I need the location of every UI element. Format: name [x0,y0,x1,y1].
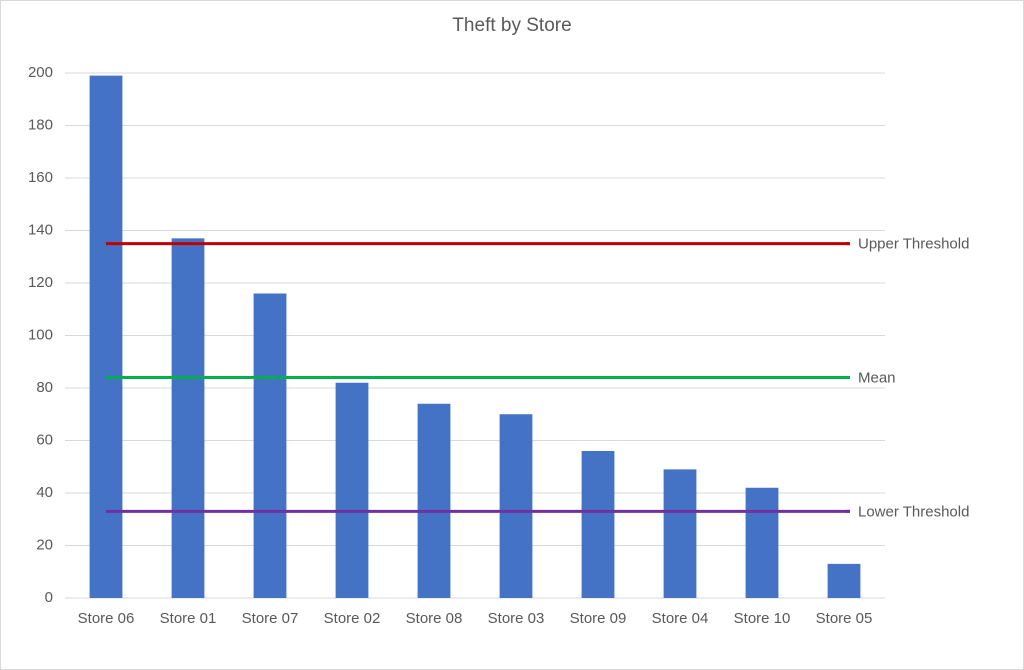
reference-label: Lower Threshold [858,503,969,520]
y-tick-label: 140 [28,221,53,238]
bar [171,238,205,598]
bar [827,563,861,598]
y-tick-label: 80 [36,379,53,396]
x-tick-label: Store 05 [816,610,873,627]
reference-label: Upper Threshold [858,236,969,253]
x-tick-label: Store 09 [570,610,627,627]
y-tick-label: 40 [36,484,53,501]
y-tick-label: 200 [28,64,53,81]
y-tick-label: 20 [36,536,53,553]
bar [417,403,451,598]
bar [253,293,287,598]
y-tick-label: 0 [45,589,53,606]
x-tick-label: Store 04 [652,610,709,627]
x-tick-label: Store 02 [324,610,381,627]
bar [335,382,369,598]
chart-title: Theft by Store [452,15,571,36]
x-tick-label: Store 10 [734,610,791,627]
y-tick-label: 60 [36,431,53,448]
x-tick-label: Store 03 [488,610,545,627]
x-tick-label: Store 07 [242,610,299,627]
bar [745,487,779,598]
x-tick-label: Store 08 [406,610,463,627]
reference-label: Mean [858,369,896,386]
bar [581,451,615,598]
bar [89,75,123,598]
bar [663,469,697,598]
x-tick-label: Store 01 [160,610,217,627]
x-tick-label: Store 06 [78,610,135,627]
y-tick-label: 180 [28,116,53,133]
y-tick-label: 100 [28,326,53,343]
y-tick-label: 160 [28,169,53,186]
bar [499,414,533,598]
y-tick-label: 120 [28,274,53,291]
